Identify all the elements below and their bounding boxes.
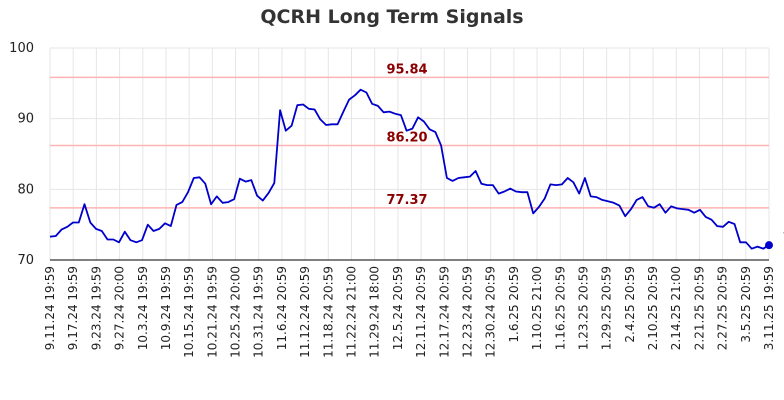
x-tick-label: 12.5.24 20:59: [391, 266, 405, 350]
x-tick-label: 9.11.24 19:59: [43, 266, 57, 350]
x-tick-label: 2.4.25 20:59: [623, 266, 637, 343]
x-tick-label: 1.29.25 20:59: [600, 266, 614, 350]
x-tick-label: 11.22.24 21:00: [345, 266, 359, 358]
reference-line-label: 77.37: [386, 193, 427, 208]
x-tick-label: 11.29.24 18:00: [368, 266, 382, 358]
x-tick-label: 2.21.25 20:59: [692, 266, 706, 350]
y-tick-labels: 70 80 90 100: [9, 41, 34, 268]
x-tick-label: 10.9.24 19:59: [159, 266, 173, 350]
x-tick-label: 1.23.25 20:59: [576, 266, 590, 350]
x-tick-label: 12.11.24 20:59: [414, 266, 428, 358]
y-tick-label: 90: [17, 112, 34, 127]
x-tick-label: 2.10.25 20:59: [646, 266, 660, 350]
y-tick-label: 100: [9, 41, 34, 56]
x-tick-label: 10.15.24 19:59: [182, 266, 196, 358]
x-tick-label: 12.23.24 20:59: [460, 266, 474, 358]
x-tick-labels: 9.11.24 19:59 9.17.24 19:59 9.23.24 19:59 9…: [43, 266, 776, 358]
grid-lines: [49, 47, 770, 261]
x-tick-label: 1.10.25 21:00: [530, 266, 544, 350]
x-tick-label: 3.5.25 20:59: [739, 266, 753, 343]
x-tick-label: 11.18.24 20:59: [321, 266, 335, 358]
x-tick-label: 9.27.24 20:00: [113, 266, 127, 350]
x-tick-label: 10.21.24 19:59: [205, 266, 219, 358]
x-tick-label: 1.16.25 20:59: [553, 266, 567, 350]
y-tick-label: 80: [17, 182, 34, 197]
reference-lines: [50, 76, 769, 209]
x-tick-label: 10.25.24 20:00: [229, 266, 243, 358]
series-line: [49, 88, 770, 250]
reference-line-label: 86.20: [386, 131, 427, 146]
x-tick-label: 9.23.24 19:59: [89, 266, 103, 350]
x-tick-label: 9.17.24 19:59: [66, 266, 80, 350]
x-tick-label: 2.14.25 21:00: [669, 266, 683, 350]
series-layer: [49, 88, 773, 250]
reference-line-label: 95.84: [386, 62, 427, 77]
x-tick-label: 10.31.24 19:59: [252, 266, 266, 358]
x-tick-label: 11.6.24 20:59: [275, 266, 289, 350]
x-tick-label: 10.3.24 19:59: [136, 266, 150, 350]
x-tick-label: 1.6.25 20:59: [507, 266, 521, 343]
x-tick-label: 12.30.24 20:59: [484, 266, 498, 358]
x-tick-label: 3.11.25 19:59: [762, 266, 776, 350]
x-tick-label: 2.27.25 20:59: [716, 266, 730, 350]
last-point-marker: [765, 241, 773, 250]
y-tick-label: 70: [17, 253, 34, 268]
chart-title: QCRH Long Term Signals: [260, 6, 524, 28]
x-tick-label: 11.12.24 20:59: [298, 266, 312, 358]
x-tick-label: 12.17.24 20:59: [437, 266, 451, 358]
